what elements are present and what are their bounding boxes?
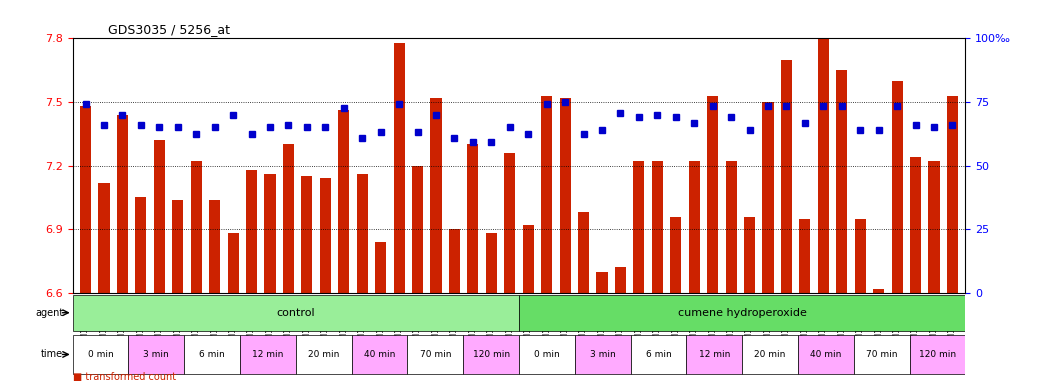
Text: 3 min: 3 min (143, 350, 169, 359)
Bar (301, 176, 312, 293)
Bar (265, 174, 275, 293)
Bar (633, 161, 645, 293)
FancyBboxPatch shape (854, 335, 909, 374)
Bar (873, 289, 884, 293)
Text: 12 min: 12 min (252, 350, 283, 359)
Text: 40 min: 40 min (364, 350, 395, 359)
Bar (763, 102, 773, 293)
FancyBboxPatch shape (185, 335, 240, 374)
Bar (135, 197, 146, 293)
FancyBboxPatch shape (240, 335, 296, 374)
Bar (652, 161, 663, 293)
Text: 12 min: 12 min (699, 350, 730, 359)
FancyBboxPatch shape (742, 335, 798, 374)
Bar (448, 229, 460, 293)
Text: ■ transformed count: ■ transformed count (73, 372, 175, 382)
Bar (227, 233, 239, 293)
Bar (892, 81, 903, 293)
Text: 6 min: 6 min (646, 350, 672, 359)
Bar (818, 38, 829, 293)
Bar (707, 96, 718, 293)
FancyBboxPatch shape (798, 335, 854, 374)
Bar (523, 225, 534, 293)
Text: 70 min: 70 min (866, 350, 898, 359)
FancyBboxPatch shape (129, 335, 185, 374)
Bar (172, 200, 184, 293)
FancyBboxPatch shape (909, 335, 965, 374)
Bar (910, 157, 921, 293)
Bar (597, 271, 607, 293)
Bar (246, 170, 257, 293)
FancyBboxPatch shape (631, 335, 686, 374)
Bar (744, 217, 755, 293)
Bar (947, 96, 958, 293)
Bar (799, 218, 811, 293)
FancyBboxPatch shape (352, 335, 408, 374)
Bar (928, 161, 939, 293)
Bar (467, 144, 479, 293)
Text: 0 min: 0 min (87, 350, 113, 359)
Text: agent: agent (35, 308, 63, 318)
FancyBboxPatch shape (296, 335, 352, 374)
Bar (154, 140, 165, 293)
Text: control: control (276, 308, 316, 318)
Bar (671, 217, 681, 293)
Bar (578, 212, 590, 293)
Text: 6 min: 6 min (199, 350, 225, 359)
Text: 40 min: 40 min (811, 350, 842, 359)
Bar (541, 96, 552, 293)
FancyBboxPatch shape (519, 335, 575, 374)
Bar (283, 144, 294, 293)
Text: 0 min: 0 min (534, 350, 559, 359)
Bar (504, 153, 515, 293)
Bar (209, 200, 220, 293)
Bar (837, 70, 847, 293)
Bar (393, 43, 405, 293)
Bar (412, 166, 424, 293)
FancyBboxPatch shape (686, 335, 742, 374)
Bar (854, 218, 866, 293)
Bar (375, 242, 386, 293)
FancyBboxPatch shape (519, 295, 965, 331)
Bar (781, 60, 792, 293)
Bar (338, 111, 350, 293)
Bar (357, 174, 367, 293)
Text: 120 min: 120 min (919, 350, 956, 359)
FancyBboxPatch shape (463, 335, 519, 374)
FancyBboxPatch shape (73, 335, 129, 374)
Text: GDS3035 / 5256_at: GDS3035 / 5256_at (108, 23, 230, 36)
Text: 20 min: 20 min (308, 350, 339, 359)
FancyBboxPatch shape (408, 335, 463, 374)
Bar (99, 182, 110, 293)
Bar (80, 106, 91, 293)
Text: 3 min: 3 min (590, 350, 616, 359)
Text: 70 min: 70 min (419, 350, 452, 359)
Text: 20 min: 20 min (755, 350, 786, 359)
Bar (191, 161, 201, 293)
Bar (117, 115, 128, 293)
Text: 120 min: 120 min (472, 350, 510, 359)
Text: time: time (42, 349, 63, 359)
FancyBboxPatch shape (575, 335, 631, 374)
Bar (320, 178, 331, 293)
Bar (559, 98, 571, 293)
Bar (614, 267, 626, 293)
Text: cumene hydroperoxide: cumene hydroperoxide (678, 308, 807, 318)
Bar (726, 161, 737, 293)
Bar (486, 233, 497, 293)
Bar (688, 161, 700, 293)
FancyBboxPatch shape (73, 295, 519, 331)
Bar (431, 98, 441, 293)
